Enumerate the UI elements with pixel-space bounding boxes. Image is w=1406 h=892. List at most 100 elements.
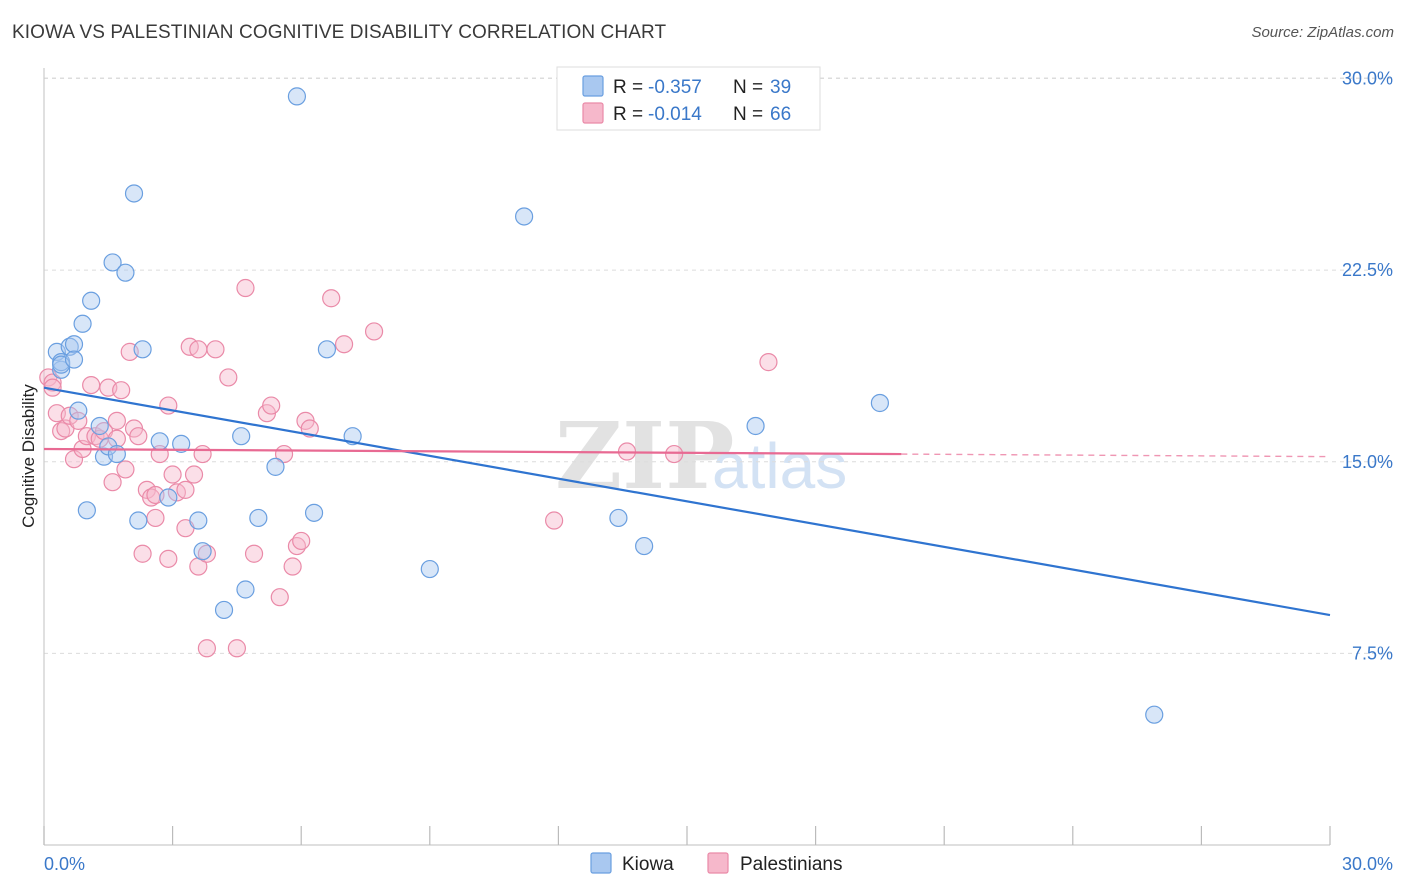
palestinians-point (545, 511, 564, 530)
palestinians-point (107, 411, 126, 430)
palestinians-point (759, 353, 778, 372)
palestinians-point (292, 531, 311, 551)
kiowa-point (746, 416, 765, 436)
kiowa-point (69, 401, 88, 420)
palestinians-point (82, 376, 101, 395)
kiowa-point (133, 340, 152, 359)
palestinians-point (665, 444, 684, 464)
legend-n-value-palestinians: 66 (770, 104, 791, 125)
kiowa-trend-line (43, 386, 1331, 617)
kiowa-point (609, 508, 628, 528)
legend-r-value-kiowa: -0.357 (648, 77, 702, 98)
trend-lines (43, 386, 1331, 617)
kiowa-point (214, 600, 234, 620)
kiowa-point (266, 457, 285, 476)
kiowa-point (189, 511, 208, 530)
kiowa-point (129, 511, 148, 530)
palestinians-point (112, 381, 131, 400)
kiowa-point (64, 335, 84, 354)
x-tick-label: 0.0% (44, 854, 85, 874)
watermark-atlas: atlas (712, 430, 847, 502)
kiowa-point (90, 416, 109, 436)
palestinians-point (116, 460, 135, 479)
kiowa-point (159, 488, 178, 507)
palestinians-point (146, 508, 165, 528)
source-label: Source: ZipAtlas.com (1251, 24, 1394, 41)
kiowa-point (249, 508, 268, 528)
palestinians-point (69, 411, 88, 430)
palestinians-point (219, 368, 238, 387)
palestinians-trend-line-extension (901, 453, 1331, 458)
bottom-legend-swatch-kiowa (590, 852, 612, 874)
kiowa-point (52, 360, 71, 379)
legend-r-label-palestinians: R = (613, 104, 643, 125)
kiowa-point (1145, 705, 1164, 724)
kiowa-point (116, 263, 135, 282)
palestinians-point (364, 322, 384, 341)
kiowa-point (64, 350, 84, 369)
bottom-legend: Kiowa Palestinians (590, 852, 842, 875)
watermark-zip: ZIP (555, 402, 734, 510)
palestinians-point (129, 427, 148, 446)
bottom-legend-swatch-palestinians (707, 852, 729, 874)
chart-title: KIOWA VS PALESTINIAN COGNITIVE DISABILIT… (12, 22, 667, 43)
kiowa-point (515, 207, 534, 226)
legend-n-value-kiowa: 39 (770, 77, 791, 98)
x-tick-label: 30.0% (1342, 854, 1393, 874)
palestinians-point (197, 639, 216, 658)
kiowa-point (304, 503, 324, 522)
kiowa-points (47, 87, 1164, 724)
palestinians-point (159, 549, 178, 568)
y-tick-labels: 7.5% 15.0% 22.5% 30.0% (1342, 69, 1393, 664)
palestinians-point (103, 473, 122, 492)
kiowa-point (317, 340, 337, 359)
palestinians-point (270, 588, 289, 607)
legend-r-value-palestinians: -0.014 (648, 104, 702, 125)
kiowa-point (870, 393, 890, 413)
kiowa-point (232, 427, 251, 446)
kiowa-point (420, 559, 439, 579)
bottom-legend-label-kiowa: Kiowa (622, 854, 674, 875)
kiowa-point (287, 87, 307, 106)
palestinians-point (244, 544, 264, 563)
palestinians-point (334, 335, 354, 354)
palestinians-point (184, 465, 204, 484)
y-axis-title: Cognitive Disability (19, 384, 38, 528)
bottom-legend-label-palestinians: Palestinians (740, 854, 842, 875)
palestinians-point (43, 373, 62, 392)
palestinians-point (227, 639, 246, 658)
palestinians-trend-line (43, 447, 902, 456)
palestinians-point (189, 340, 208, 359)
top-legend: R = -0.357 N = 39 R = -0.014 N = 66 (556, 66, 821, 131)
y-tick-label: 22.5% (1342, 260, 1393, 280)
kiowa-point (73, 314, 92, 333)
kiowa-point (82, 291, 101, 310)
palestinians-point (133, 544, 152, 563)
gridlines (44, 77, 1392, 654)
palestinians-point (60, 406, 79, 425)
kiowa-point (236, 580, 255, 599)
kiowa-point (77, 501, 96, 520)
palestinians-point (236, 278, 255, 298)
palestinians-point (262, 396, 281, 415)
palestinians-point (283, 557, 302, 576)
legend-swatch-kiowa (582, 75, 604, 97)
kiowa-point (150, 432, 169, 451)
kiowa-point (635, 536, 654, 556)
y-tick-label: 7.5% (1352, 643, 1393, 663)
legend-n-label-palestinians: N = (733, 104, 763, 125)
legend-swatch-palestinians (582, 102, 604, 124)
y-tick-label: 30.0% (1342, 69, 1393, 89)
kiowa-point (172, 434, 191, 453)
legend-r-label-kiowa: R = (613, 77, 643, 98)
x-ticks (43, 826, 1331, 845)
palestinians-point (176, 480, 195, 499)
kiowa-point (103, 253, 122, 272)
kiowa-point (193, 542, 212, 561)
palestinians-point (163, 465, 182, 484)
legend-n-label-kiowa: N = (733, 77, 763, 98)
palestinians-point (206, 340, 225, 359)
kiowa-point (107, 444, 126, 464)
kiowa-point (124, 184, 144, 203)
